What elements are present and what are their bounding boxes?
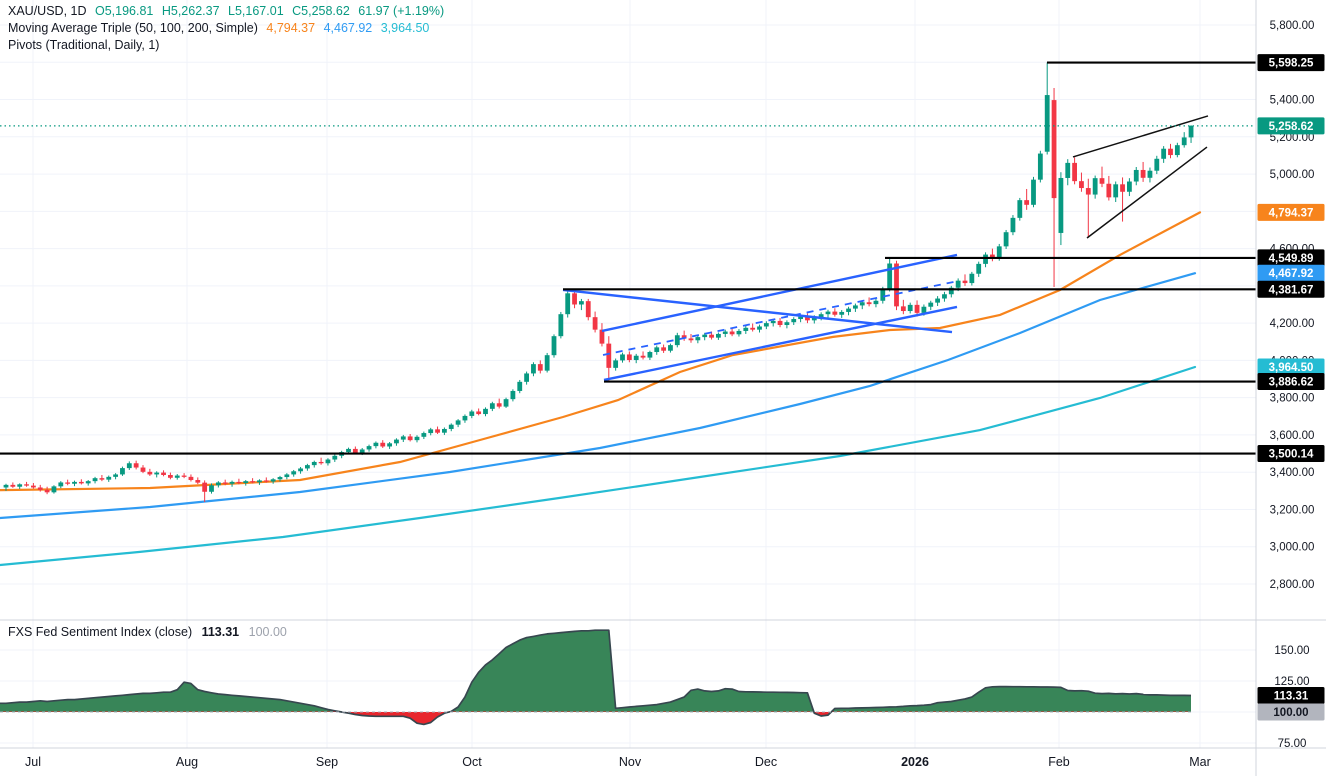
price-axis-label: 3,600.00: [1270, 430, 1315, 442]
axis-badge: [1257, 373, 1325, 391]
trendline[interactable]: [562, 288, 953, 334]
price-axis-label: 5,400.00: [1270, 95, 1315, 107]
axis-badge: [1257, 54, 1325, 72]
symbol-legend-row[interactable]: XAU/USD, 1D O5,196.81 H5,262.37 L5,167.0…: [8, 3, 449, 20]
axis-badge: [1257, 249, 1325, 267]
price-axis-label: 4,200.00: [1270, 318, 1315, 330]
ma-indicator-title[interactable]: Moving Average Triple (50, 100, 200, Sim…: [8, 20, 258, 35]
trendline[interactable]: [1072, 115, 1209, 158]
time-axis-label: Feb: [1048, 755, 1070, 769]
trendline[interactable]: [601, 253, 958, 333]
axis-badge: [1257, 264, 1325, 282]
trendline[interactable]: [603, 305, 958, 382]
time-axis-label: Oct: [462, 755, 482, 769]
sma-line: [0, 272, 1197, 520]
ohlc-low: L5,167.01: [228, 4, 284, 18]
sentiment-last-value: 113.31: [201, 625, 240, 639]
axis-badge-value: 5,598.25: [1269, 58, 1314, 70]
ohlc-close: C5,258.62: [292, 4, 350, 18]
time-axis-label: Dec: [755, 755, 777, 769]
price-axis-label: 5,200.00: [1270, 132, 1315, 144]
price-axis-label: 3,400.00: [1270, 467, 1315, 479]
pivots-indicator-title[interactable]: Pivots (Traditional, Daily, 1): [8, 37, 160, 52]
time-axis-label: Aug: [176, 755, 198, 769]
time-axis-label: Jul: [25, 755, 41, 769]
moving-average-lines: [0, 211, 1202, 567]
ma50-value: 4,794.37: [266, 20, 316, 35]
sentiment-indicator-title[interactable]: FXS Fed Sentiment Index (close): [8, 625, 193, 639]
trendlines: [562, 115, 1209, 382]
ma100-value: 4,467.92: [323, 20, 373, 35]
axis-badge: [1257, 686, 1325, 704]
candlestick-series: [3, 62, 1194, 503]
axis-badge-value: 100.00: [1273, 707, 1308, 719]
axis-badge-value: 4,467.92: [1269, 268, 1314, 280]
axis-badge-value: 5,258.62: [1269, 121, 1314, 133]
sentiment-axis-label: 150.00: [1274, 645, 1309, 657]
price-axis-label: 5,800.00: [1270, 20, 1315, 32]
sentiment-axis[interactable]: 150.00 125.00 75.00 113.31 100.00: [1257, 645, 1325, 750]
time-axis-label: 2026: [901, 755, 929, 769]
price-axis[interactable]: 5,800.005,400.005,200.005,000.004,600.00…: [1257, 20, 1325, 591]
trendline[interactable]: [602, 280, 959, 356]
price-axis-label: 3,200.00: [1270, 504, 1315, 516]
main-legend: XAU/USD, 1D O5,196.81 H5,262.37 L5,167.0…: [8, 3, 449, 53]
axis-badge: [1257, 280, 1325, 298]
axis-badge: [1257, 203, 1325, 221]
change-value: 61.97 (+1.19%): [358, 4, 445, 18]
axis-badge: [1257, 703, 1325, 721]
axis-badge: [1257, 117, 1325, 135]
axis-badge-value: 113.31: [1274, 690, 1309, 702]
time-axis[interactable]: Jul Aug Sep Oct Nov Dec 2026 Feb Mar: [25, 755, 1211, 769]
price-axis-label: 3,000.00: [1270, 542, 1315, 554]
sentiment-baseline-value: 100.00: [248, 625, 287, 639]
time-axis-label: Nov: [619, 755, 642, 769]
trendline[interactable]: [1086, 146, 1208, 239]
time-axis-label: Mar: [1189, 755, 1211, 769]
price-axis-label: 5,000.00: [1270, 169, 1315, 181]
sentiment-legend[interactable]: FXS Fed Sentiment Index (close) 113.31 1…: [8, 625, 293, 639]
price-axis-label: 3,800.00: [1270, 393, 1315, 405]
sentiment-area: [0, 629, 1192, 726]
axis-badge-value: 4,381.67: [1269, 284, 1314, 296]
sma-line: [0, 365, 1197, 567]
symbol-title[interactable]: XAU/USD, 1D: [8, 4, 87, 18]
axis-badge-value: 4,794.37: [1269, 207, 1314, 219]
axis-badge-value: 3,500.14: [1269, 449, 1314, 461]
sentiment-axis-label: 75.00: [1278, 738, 1307, 750]
sentiment-axis-label: 125.00: [1274, 676, 1309, 688]
axis-badge: [1257, 358, 1325, 376]
pivots-legend-row[interactable]: Pivots (Traditional, Daily, 1): [8, 37, 449, 54]
pivot-lines: [0, 61, 1256, 455]
ma200-value: 3,964.50: [380, 20, 430, 35]
ohlc-high: H5,262.37: [161, 4, 220, 18]
ma-legend-row[interactable]: Moving Average Triple (50, 100, 200, Sim…: [8, 20, 449, 37]
sma-line: [0, 211, 1202, 492]
axis-badge-value: 3,964.50: [1269, 362, 1314, 374]
time-axis-label: Sep: [316, 755, 338, 769]
axis-badge-value: 3,886.62: [1269, 377, 1314, 389]
ohlc-open: O5,196.81: [94, 4, 154, 18]
axis-badge: [1257, 445, 1325, 463]
price-axis-label: 2,800.00: [1270, 579, 1315, 591]
axis-badge-value: 4,549.89: [1269, 253, 1314, 265]
